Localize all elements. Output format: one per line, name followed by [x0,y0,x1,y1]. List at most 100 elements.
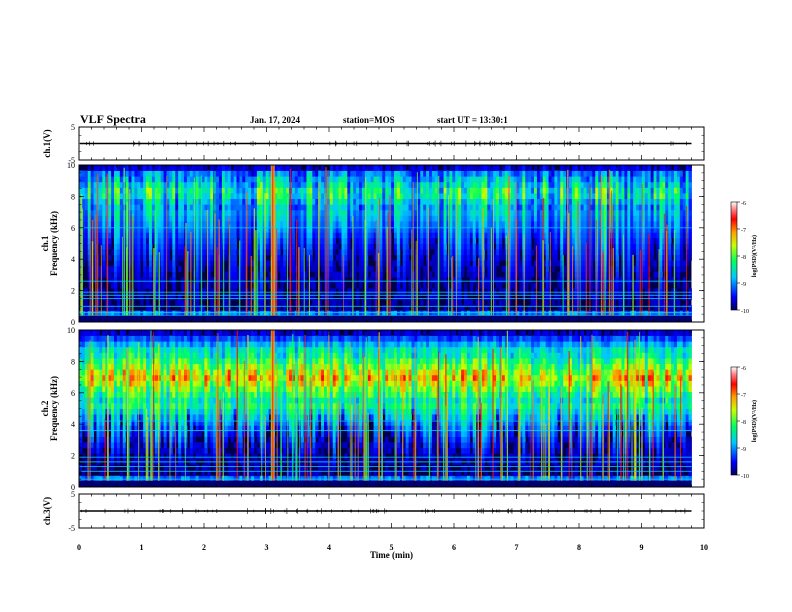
spectrogram-cell [627,198,631,205]
spectrogram-cell [583,187,587,194]
spectrogram-cell [653,226,657,233]
spectrogram-cell [291,170,296,177]
spectrogram-cell [175,193,179,200]
spectrogram-cell [618,165,622,172]
spectrogram-cell [539,265,544,272]
spectrogram-cell [542,187,547,194]
spectrogram-cell [598,221,602,228]
spectrogram-cell [341,187,345,194]
spectrogram-cell [84,310,89,317]
spectrogram-cell [286,170,290,177]
spectrogram-cell [291,198,296,205]
spectrogram-cell [373,170,377,177]
spectrogram-cell [574,198,579,205]
spectrogram-cell [219,310,223,317]
spectrogram-cell [242,204,246,211]
spectrogram-cell [583,271,587,278]
spectrogram-cell [341,170,345,177]
spectrogram-cell [236,170,240,177]
spectrogram-cell [99,181,103,188]
spectrogram-cell [554,170,558,177]
spectrogram-cell [434,198,439,205]
spectrogram-cell [376,221,380,228]
spectrogram-cell [119,265,124,272]
spectrogram-cell [306,232,310,239]
spectrogram-cell [394,187,398,194]
spectrogram-cell [464,187,468,194]
spectrogram-cell [233,193,237,200]
spectrogram-cell [569,271,573,278]
spectrogram-cell [531,265,535,272]
spectrogram-cell [563,176,567,183]
spectrogram-cell [160,198,164,205]
spectrogram-cell [560,187,564,194]
spectrogram-cell [227,176,232,183]
spectrogram-cell [569,170,573,177]
spectrogram-cell [394,170,398,177]
spectrogram-cell [446,170,450,177]
spectrogram-cell [280,198,284,205]
spectrogram-cell [592,282,596,289]
spectrogram-cell [134,170,138,177]
spectrogram-cell [560,265,564,272]
spectrogram-cell [554,198,558,205]
spectrogram-cell [458,254,462,261]
spectrogram-cell [417,237,421,244]
spectrogram-cell [408,293,412,300]
spectrogram-cell [499,176,503,183]
spectrogram-cell [137,243,141,250]
spectrogram-cell [510,249,514,256]
spectrogram-cell [160,193,164,200]
spectrogram-cell [140,299,144,306]
spectrogram-cell [361,209,366,216]
spectrogram-cell [224,271,229,278]
ch1-waveform-panel: 5-5ch.1(V) [42,123,705,165]
spectrogram-cell [344,299,348,306]
spectrogram-cell [306,215,310,222]
spectrogram-cell [618,226,622,233]
spectrogram-cell [426,237,430,244]
spectrogram-cell [207,249,211,256]
spectrogram-cell [382,226,386,233]
spectrogram-cell [300,310,304,317]
spectrogram-cell [359,193,363,200]
spectrogram-cell [449,198,453,205]
spectrogram-cell [557,282,561,289]
spectrogram-cell [268,299,272,306]
spectrogram-cell [350,288,354,295]
spectrogram-cell [639,237,643,244]
spectrogram-cell [496,249,500,256]
spectrogram-cell [449,288,453,295]
spectrogram-cell [175,204,179,211]
spectrogram-cell [239,232,243,239]
spectrogram-cell [329,204,334,211]
spectrogram-cell [154,249,159,256]
spectrogram-cell [612,232,617,239]
spectrogram-cell [236,181,240,188]
spectrogram-cell [396,310,401,317]
spectrogram-cell [259,299,264,306]
spectrogram-cell [268,249,272,256]
spectrogram-cell [204,221,208,228]
spectrogram-cell [204,260,208,267]
spectrogram-cell [201,204,205,211]
spectrogram-cell [452,310,456,317]
spectrogram-cell [420,249,424,256]
spectrogram-cell [475,170,479,177]
spectrogram-cell [163,254,167,261]
spectrogram-cell [315,243,319,250]
spectrogram-cell [111,226,115,233]
spectrogram-cell [612,243,617,250]
spectrogram-cell [309,265,313,272]
spectrogram-cell [647,193,652,200]
spectrogram-cell [449,193,453,200]
spectrogram-cell [265,249,269,256]
spectrogram-cell [219,226,223,233]
spectrogram-cell [598,165,602,172]
spectrogram-cell [87,243,92,250]
spectrogram-cell [571,181,576,188]
spectrogram-cell [198,221,202,228]
spectrogram-cell [204,243,208,250]
spectrogram-cell [233,265,237,272]
spectrogram-cell [329,249,334,256]
